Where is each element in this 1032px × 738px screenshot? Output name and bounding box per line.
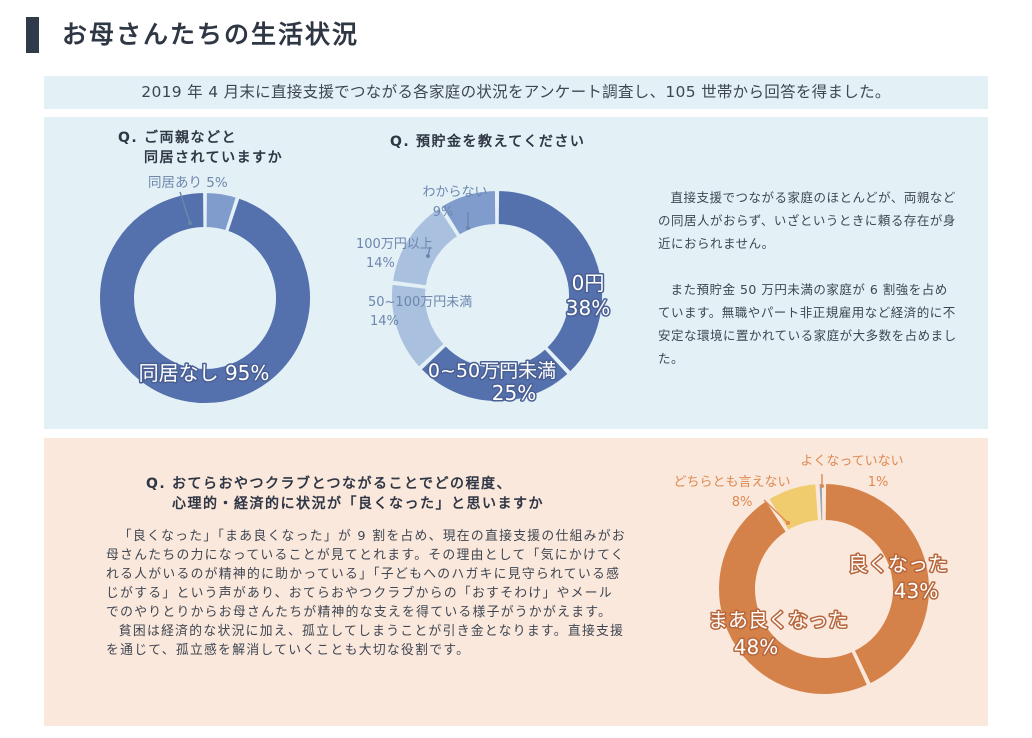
leader-dot xyxy=(466,226,470,230)
pie-slice xyxy=(390,205,460,288)
title-accent-bar xyxy=(26,17,39,53)
leader-line xyxy=(179,191,191,224)
commentary-paragraph: 「良くなった」「まあ良くなった」が 9 割を占め、現在の直接支援の仕組みがお母さ… xyxy=(106,529,626,620)
leader-dot xyxy=(786,521,790,525)
slice-label: 8% xyxy=(732,495,753,510)
question-line: 同居されていますか xyxy=(144,150,284,166)
commentary-paragraph: 貧困は経済的な状況に加え、孤立してしまうことが引き金となります。直接支援を通じて… xyxy=(106,624,625,658)
pie-slice xyxy=(496,188,604,374)
leader-dot xyxy=(820,484,824,488)
question-savings: Q. 預貯金を教えてください xyxy=(390,132,585,152)
q-mark: Q. xyxy=(118,130,139,146)
pie-slice xyxy=(817,481,825,523)
pie-slice xyxy=(390,282,447,370)
donut-cohabitation xyxy=(98,190,312,405)
pie-slice xyxy=(766,482,821,533)
leader-line xyxy=(763,499,789,524)
donut-improvement xyxy=(717,481,931,696)
slice-label: 48% xyxy=(734,635,778,659)
slice-label: 38% xyxy=(566,296,610,320)
slice-label: よくなっていない xyxy=(800,454,903,469)
slice-label: わからない xyxy=(422,185,487,200)
slice-label: 43% xyxy=(894,579,938,603)
slice-label: 同居なし 95% xyxy=(139,361,270,385)
slice-label: 25% xyxy=(492,381,536,405)
slice-label: 良くなった xyxy=(848,552,948,576)
slice-label: 同居あり 5% xyxy=(148,175,228,191)
improvement-commentary: 「良くなった」「まあ良くなった」が 9 割を占め、現在の直接支援の仕組みがお母さ… xyxy=(106,527,626,660)
q-mark: Q. xyxy=(390,134,411,150)
slice-label: 0円 xyxy=(572,271,605,295)
question-improvement: Q. おてらおやつクラブとつながることでどの程度、 心理的・経済的に状況が「良くな… xyxy=(146,474,544,514)
slice-label: 14% xyxy=(366,256,395,271)
q-mark: Q. xyxy=(146,476,167,492)
slice-label: どちらとも言えない xyxy=(673,475,790,490)
leader-dot xyxy=(188,221,192,225)
leader-dot xyxy=(426,254,430,258)
slice-label: 100万円以上 xyxy=(356,237,433,252)
slice-label: 9% xyxy=(433,205,454,220)
intro-banner: 2019 年 4 月末に直接支援でつながる各家庭の状況をアンケート調査し、105… xyxy=(44,76,988,109)
question-cohabitation: Q. ご両親などと 同居されていますか xyxy=(118,128,283,168)
question-line: ご両親などと xyxy=(144,130,237,146)
slice-label: 1% xyxy=(868,475,889,490)
donut-savings xyxy=(390,188,604,403)
question-line: おてらおやつクラブとつながることでどの程度、 xyxy=(172,476,513,492)
pie-slice xyxy=(717,498,870,696)
pie-slice xyxy=(439,188,498,238)
slice-label: 50~100万円未満 xyxy=(368,295,472,310)
commentary-paragraph: また預貯金 50 万円未満の家庭が 6 割強を占めています。無職やパート非正規雇… xyxy=(658,282,957,366)
pie-slice xyxy=(98,190,312,405)
pie-slice xyxy=(823,481,931,686)
question-line: 預貯金を教えてください xyxy=(416,134,586,150)
slice-label: まあ良くなった xyxy=(708,608,848,632)
slice-label: 0~50万円未満 xyxy=(428,360,556,382)
page-title: お母さんたちの生活状況 xyxy=(62,20,360,49)
commentary-paragraph: 直接支援でつながる家庭のほとんどが、両親などの同居人がおらず、いざというときに頼… xyxy=(658,190,956,251)
pie-slice xyxy=(204,190,239,233)
pie-slice xyxy=(419,343,571,403)
question-line: 心理的・経済的に状況が「良くなった」と思いますか xyxy=(172,496,544,512)
slice-label: 14% xyxy=(370,314,399,329)
cohabitation-savings-commentary: 直接支援でつながる家庭のほとんどが、両親などの同居人がおらず、いざというときに頼… xyxy=(658,186,958,370)
